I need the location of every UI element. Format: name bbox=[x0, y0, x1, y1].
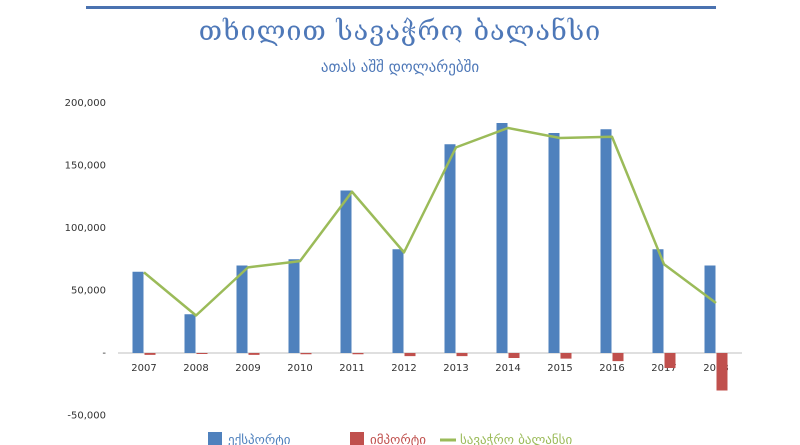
import-bar bbox=[508, 353, 520, 358]
import-bar bbox=[144, 353, 156, 355]
export-bar bbox=[392, 249, 404, 353]
export-bar bbox=[236, 265, 248, 353]
x-tick-label: 2014 bbox=[495, 363, 520, 374]
title-rule bbox=[86, 6, 716, 9]
x-tick-label: 2012 bbox=[391, 363, 416, 374]
import-bar bbox=[456, 353, 468, 357]
import-bar bbox=[560, 353, 572, 359]
legend-swatch-import bbox=[350, 432, 364, 445]
x-tick-label: 2011 bbox=[339, 363, 364, 374]
export-bar bbox=[652, 249, 664, 353]
chart-subtitle: ათას აშშ დოლარებში bbox=[320, 58, 480, 76]
y-tick-label: -50,000 bbox=[67, 411, 106, 422]
import-bar bbox=[352, 353, 364, 355]
x-tick-label: 2010 bbox=[287, 363, 312, 374]
y-tick-label: 200,000 bbox=[65, 98, 106, 109]
export-bar bbox=[496, 123, 508, 353]
x-tick-label: 2009 bbox=[235, 363, 260, 374]
import-bar bbox=[300, 353, 312, 355]
export-bar bbox=[184, 314, 196, 353]
export-bar bbox=[704, 265, 716, 353]
import-bar bbox=[404, 353, 416, 357]
y-tick-label: 150,000 bbox=[65, 161, 106, 172]
export-bar bbox=[444, 144, 456, 353]
import-bar bbox=[248, 353, 260, 355]
legend: ექსპორტი იმპორტი სავაჭრო ბალანსი bbox=[208, 432, 572, 445]
export-bar bbox=[548, 133, 560, 353]
x-tick-label: 2016 bbox=[599, 363, 624, 374]
import-bar bbox=[664, 353, 676, 368]
x-tick-label: 2013 bbox=[443, 363, 468, 374]
export-bar bbox=[340, 190, 352, 353]
legend-label: იმპორტი bbox=[370, 433, 426, 445]
x-tick-label: 2017 bbox=[651, 363, 676, 374]
bar-series bbox=[132, 123, 728, 391]
x-tick-label: 2007 bbox=[131, 363, 156, 374]
balance-line bbox=[143, 126, 717, 317]
y-tick-label: 100,000 bbox=[65, 223, 106, 234]
x-axis: 2007 2008 2009 2010 2011 2012 2013 2014 2015 2016… bbox=[118, 352, 742, 374]
import-bar bbox=[612, 353, 624, 362]
x-tick-label: 2008 bbox=[183, 363, 208, 374]
x-tick-label: 2015 bbox=[547, 363, 572, 374]
line-series bbox=[143, 126, 717, 317]
export-bar bbox=[600, 129, 612, 353]
x-tick-label: 2018 bbox=[703, 363, 728, 374]
import-bar bbox=[196, 353, 208, 354]
export-bar bbox=[132, 271, 144, 353]
export-bar bbox=[288, 259, 300, 353]
legend-swatch-export bbox=[208, 432, 222, 445]
y-tick-label: - bbox=[102, 348, 106, 359]
chart-title: თხილით სავაჭრო ბალანსი bbox=[198, 16, 602, 47]
legend-label: ექსპორტი bbox=[228, 433, 291, 445]
import-bar bbox=[716, 353, 728, 391]
legend-label: სავაჭრო ბალანსი bbox=[460, 433, 572, 445]
y-tick-label: 50,000 bbox=[71, 286, 106, 297]
